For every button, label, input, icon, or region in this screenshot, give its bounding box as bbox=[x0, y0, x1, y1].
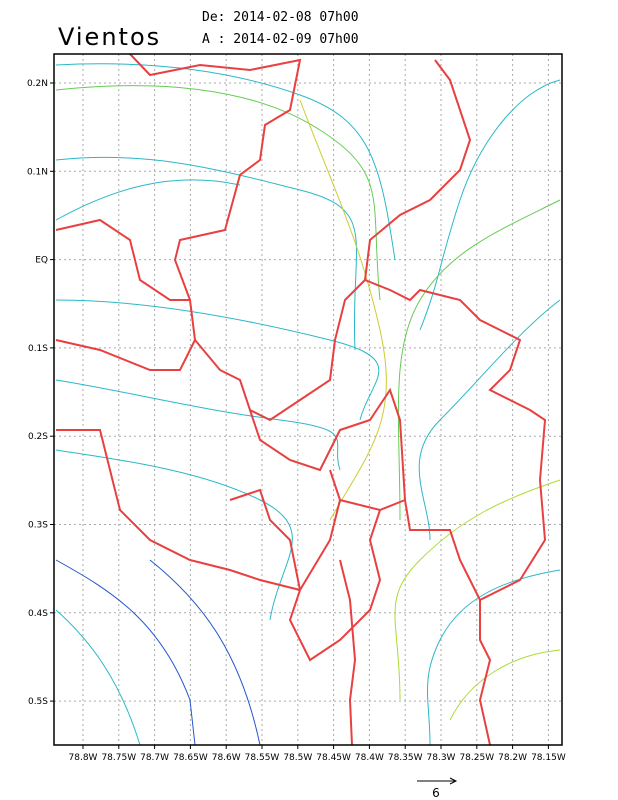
x-tick-label: 78.8W bbox=[69, 753, 98, 763]
streamline bbox=[55, 63, 396, 261]
streamline bbox=[55, 449, 293, 621]
boundary bbox=[288, 499, 382, 662]
x-tick-label: 78.3W bbox=[427, 753, 456, 763]
boundary bbox=[364, 279, 547, 746]
y-tick-label: 0.4S bbox=[28, 609, 48, 619]
x-tick-label: 78.35W bbox=[388, 753, 423, 763]
boundary bbox=[229, 488, 301, 591]
x-tick-label: 78.25W bbox=[459, 753, 494, 763]
boundary bbox=[404, 499, 481, 601]
streamline bbox=[55, 156, 357, 351]
x-tick-label: 78.7W bbox=[140, 753, 169, 763]
date-from: De: 2014-02-08 07h00 bbox=[202, 10, 359, 25]
plot-frame bbox=[53, 53, 563, 746]
y-tick-label: 0.1S bbox=[28, 344, 48, 354]
x-tick-label: 78.15W bbox=[531, 753, 566, 763]
streamline bbox=[449, 649, 561, 721]
y-tick-label: 0.2S bbox=[28, 432, 48, 442]
y-tick-label: 0.5S bbox=[28, 697, 48, 707]
streamline bbox=[394, 479, 561, 701]
boundary bbox=[339, 559, 357, 746]
reference-arrow-head bbox=[449, 777, 458, 785]
streamline bbox=[55, 299, 380, 421]
grid bbox=[50, 54, 562, 749]
y-tick-label: 0.3S bbox=[28, 521, 48, 531]
boundary bbox=[129, 53, 472, 422]
title: Vientos bbox=[58, 23, 161, 51]
y-tick-label: 0.2N bbox=[27, 79, 48, 89]
boundary bbox=[55, 339, 196, 371]
streamline bbox=[55, 609, 141, 746]
date-to: A : 2014-02-09 07h00 bbox=[202, 32, 359, 47]
streamlines bbox=[55, 63, 561, 746]
boundaries bbox=[55, 53, 547, 746]
boundary bbox=[249, 387, 407, 512]
streamline bbox=[397, 199, 561, 521]
x-tick-label: 78.6W bbox=[212, 753, 241, 763]
streamline bbox=[299, 99, 387, 521]
x-tick-label: 78.55W bbox=[245, 753, 280, 763]
streamline bbox=[55, 179, 241, 221]
boundary bbox=[55, 218, 190, 301]
x-tick-label: 78.4W bbox=[355, 753, 384, 763]
reference-vector: 6 bbox=[417, 777, 458, 800]
reference-label: 6 bbox=[432, 786, 440, 800]
x-tick-label: 78.75W bbox=[101, 753, 136, 763]
x-tick-label: 78.2W bbox=[498, 753, 527, 763]
boundary bbox=[56, 429, 301, 591]
y-tick-label: EQ bbox=[35, 256, 48, 266]
streamline bbox=[149, 559, 261, 746]
y-tick-label: 0.1N bbox=[27, 167, 48, 177]
streamline bbox=[55, 559, 196, 746]
streamline bbox=[55, 85, 381, 301]
streamline bbox=[419, 79, 561, 331]
x-tick-label: 78.65W bbox=[173, 753, 208, 763]
x-tick-label: 78.5W bbox=[283, 753, 312, 763]
streamline bbox=[418, 299, 561, 541]
streamline bbox=[427, 569, 561, 746]
x-tick-label: 78.45W bbox=[316, 753, 351, 763]
